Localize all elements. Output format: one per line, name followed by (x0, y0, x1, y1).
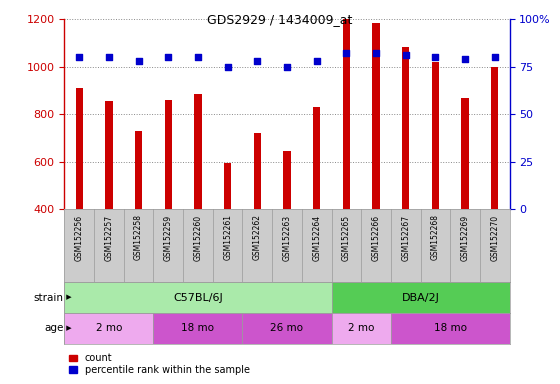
Text: GSM152263: GSM152263 (282, 214, 292, 260)
Text: GSM152267: GSM152267 (401, 214, 410, 260)
Legend: count, percentile rank within the sample: count, percentile rank within the sample (69, 353, 250, 375)
Bar (194, 94, 202, 209)
Bar (461, 98, 469, 209)
Bar (254, 133, 261, 209)
Bar (105, 101, 113, 209)
Text: ▶: ▶ (64, 295, 72, 301)
Text: age: age (44, 323, 63, 333)
Point (253, 58, 262, 64)
Point (312, 58, 321, 64)
Text: GSM152258: GSM152258 (134, 214, 143, 260)
Text: strain: strain (33, 293, 63, 303)
Bar (165, 100, 172, 209)
Point (431, 54, 440, 60)
Text: GSM152268: GSM152268 (431, 214, 440, 260)
Point (491, 54, 500, 60)
Bar (283, 151, 291, 209)
Text: GSM152256: GSM152256 (74, 214, 84, 260)
Bar (491, 67, 498, 209)
Text: 18 mo: 18 mo (181, 323, 214, 333)
Point (460, 56, 469, 62)
Text: C57BL/6J: C57BL/6J (173, 293, 223, 303)
Text: GSM152269: GSM152269 (460, 214, 470, 260)
Text: GSM152265: GSM152265 (342, 214, 351, 260)
Point (342, 50, 351, 56)
Bar (343, 19, 350, 209)
Text: GSM152262: GSM152262 (253, 214, 262, 260)
Text: GSM152261: GSM152261 (223, 214, 232, 260)
Bar (391, 313, 510, 344)
Text: 2 mo: 2 mo (96, 323, 122, 333)
Bar (313, 107, 320, 209)
Bar (224, 163, 231, 209)
Point (105, 54, 114, 60)
Text: GSM152270: GSM152270 (490, 214, 500, 260)
Text: GDS2929 / 1434009_at: GDS2929 / 1434009_at (207, 13, 353, 26)
Point (372, 50, 381, 56)
Text: GSM152266: GSM152266 (371, 214, 381, 260)
Bar (432, 62, 439, 209)
Point (223, 64, 232, 70)
Text: GSM152260: GSM152260 (193, 214, 203, 260)
Text: 2 mo: 2 mo (348, 323, 375, 333)
Text: GSM152257: GSM152257 (104, 214, 114, 260)
Bar (332, 282, 510, 313)
Text: GSM152264: GSM152264 (312, 214, 321, 260)
Bar (153, 313, 242, 344)
Point (75, 54, 84, 60)
Point (194, 54, 203, 60)
Text: DBA/2J: DBA/2J (402, 293, 440, 303)
Bar (402, 46, 409, 209)
Bar (242, 313, 332, 344)
Bar (76, 88, 83, 209)
Bar (332, 313, 391, 344)
Point (164, 54, 173, 60)
Bar (64, 282, 332, 313)
Text: 26 mo: 26 mo (270, 323, 304, 333)
Point (134, 58, 143, 64)
Text: 18 mo: 18 mo (434, 323, 466, 333)
Point (282, 64, 291, 70)
Text: ▶: ▶ (64, 325, 72, 331)
Text: GSM152259: GSM152259 (164, 214, 173, 260)
Bar (372, 23, 380, 209)
Bar (135, 131, 142, 209)
Point (401, 52, 410, 58)
Bar (64, 313, 153, 344)
